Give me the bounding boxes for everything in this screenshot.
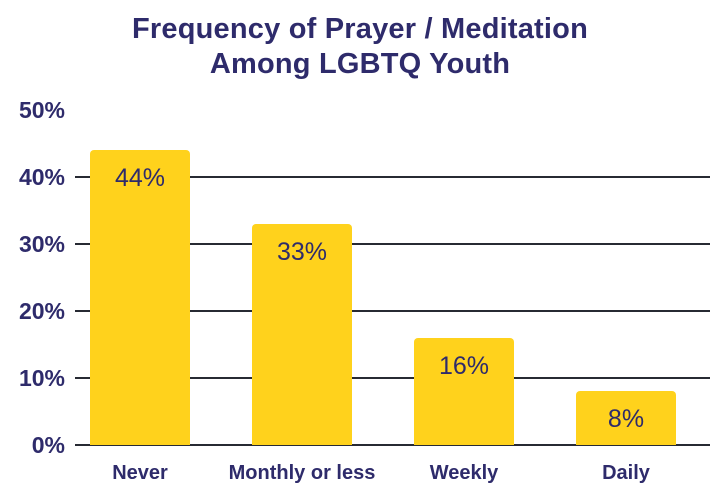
x-axis-label: Never [112, 462, 168, 484]
bar: 44% [90, 150, 190, 445]
plot-area: 44% 33% 16% 8% [75, 110, 710, 446]
bar-value-label: 44% [114, 164, 166, 193]
gridline [75, 377, 710, 379]
gridline [75, 243, 710, 245]
y-axis-label: 20% [18, 298, 65, 324]
y-axis-label: 30% [18, 231, 65, 257]
y-axis-label: 10% [18, 365, 65, 391]
bar-value-label: 8% [607, 405, 645, 434]
chart-title-line-1: Frequency of Prayer / Meditation [132, 13, 588, 45]
gridline [75, 176, 710, 178]
y-axis-label: 50% [18, 97, 65, 123]
y-axis-label: 0% [31, 432, 65, 458]
bar: 16% [414, 337, 514, 445]
bar: 33% [252, 223, 352, 445]
y-axis-label: 40% [18, 164, 65, 190]
x-axis-label: Weekly [429, 462, 499, 484]
x-axis-label: Monthly or less [228, 462, 376, 484]
bar-value-label: 16% [438, 351, 490, 380]
chart-title: Frequency of Prayer / Meditation Among L… [0, 12, 720, 82]
gridline [75, 444, 710, 446]
chart-title-line-2: Among LGBTQ Youth [209, 48, 511, 80]
bar-value-label: 33% [276, 237, 328, 266]
gridline [75, 310, 710, 312]
bar: 8% [576, 391, 676, 445]
x-axis-label: Daily [602, 462, 650, 484]
